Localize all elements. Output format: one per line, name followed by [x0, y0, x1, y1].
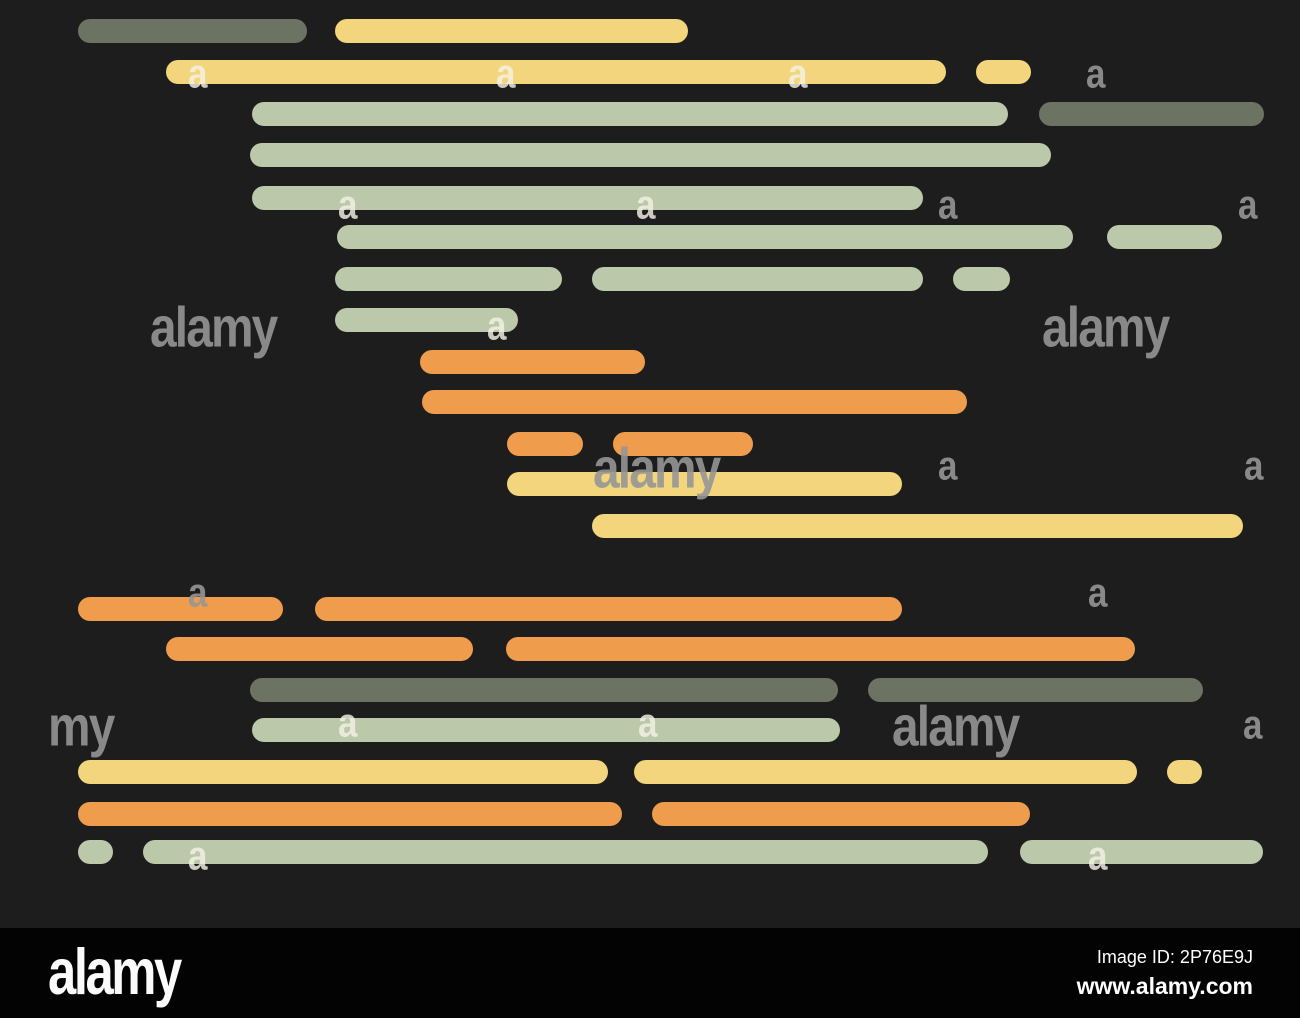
code-line-bar — [613, 432, 753, 456]
code-line-bar — [507, 472, 902, 496]
alamy-watermark-text: a — [1088, 833, 1107, 880]
alamy-watermark-text: alamy — [892, 695, 1020, 759]
footer-meta: Image ID: 2P76E9J www.alamy.com — [1077, 947, 1253, 1000]
code-line-bar — [422, 390, 967, 414]
alamy-watermark-text: a — [487, 303, 506, 350]
code-line-bar — [1020, 840, 1263, 864]
code-line-bar — [868, 678, 1203, 702]
code-line-bar — [250, 143, 1051, 167]
code-line-bar — [507, 432, 583, 456]
alamy-watermark-text: a — [496, 51, 515, 98]
code-line-bar — [506, 637, 1135, 661]
alamy-watermark-text: a — [188, 833, 207, 880]
alamy-watermark-text: a — [188, 570, 207, 617]
alamy-watermark-text: a — [938, 182, 957, 229]
code-line-bar — [250, 678, 838, 702]
alamy-watermark-text: a — [638, 700, 657, 747]
code-line-bar — [78, 840, 113, 864]
code-line-bar — [166, 637, 473, 661]
image-id-text: Image ID: 2P76E9J — [1096, 946, 1253, 967]
code-line-bar — [143, 840, 988, 864]
code-line-bar — [252, 718, 840, 742]
code-line-bar — [78, 760, 608, 784]
alamy-watermark-text: a — [1243, 702, 1262, 749]
alamy-url-text: www.alamy.com — [1076, 972, 1253, 999]
code-line-bar — [252, 186, 923, 210]
code-line-bar — [252, 102, 1008, 126]
alamy-watermark-text: a — [1244, 443, 1263, 490]
code-line-bar — [592, 514, 1243, 538]
alamy-watermark-text: alamy — [150, 296, 278, 360]
alamy-watermark-text: a — [788, 51, 807, 98]
alamy-watermark-text: a — [938, 443, 957, 490]
alamy-watermark-text: a — [338, 700, 357, 747]
alamy-watermark-text: a — [1086, 51, 1105, 98]
code-line-bar — [420, 350, 645, 374]
code-line-bar — [976, 60, 1031, 84]
alamy-watermark-text: a — [1088, 570, 1107, 617]
code-line-bar — [634, 760, 1137, 784]
alamy-watermark-text: a — [636, 182, 655, 229]
code-line-bar — [166, 60, 946, 84]
code-line-bar — [78, 802, 622, 826]
code-line-bar — [1167, 760, 1202, 784]
code-line-bar — [78, 19, 307, 43]
alamy-logo: alamy — [48, 936, 182, 1009]
alamy-watermark-text: alamy — [593, 437, 721, 501]
code-line-bar — [592, 267, 923, 291]
code-line-bar — [335, 19, 688, 43]
code-line-bar — [1107, 225, 1222, 249]
code-line-bar — [315, 597, 902, 621]
alamy-watermark-text: a — [338, 182, 357, 229]
code-line-bar — [78, 597, 283, 621]
code-line-bar — [1039, 102, 1264, 126]
code-line-bar — [335, 308, 518, 332]
alamy-watermark-text: alamy — [1042, 296, 1170, 360]
code-line-bar — [337, 225, 1073, 249]
code-line-bar — [335, 267, 562, 291]
footer-bar: alamy Image ID: 2P76E9J www.alamy.com — [0, 928, 1300, 1018]
alamy-watermark-text: a — [1238, 182, 1257, 229]
code-line-bar — [953, 267, 1010, 291]
alamy-watermark-text: my — [48, 695, 115, 759]
code-line-bar — [652, 802, 1030, 826]
alamy-watermark-text: a — [188, 51, 207, 98]
